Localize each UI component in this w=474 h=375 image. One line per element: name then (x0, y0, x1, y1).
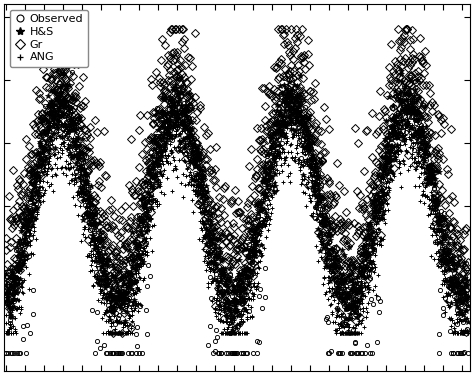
Line: Gr: Gr (3, 27, 471, 336)
Observed (209, 225, 215, 230)
Gr (236, 199, 241, 203)
Line: ANG: ANG (3, 102, 470, 335)
ANG (406, 102, 411, 107)
Gr (3, 236, 9, 240)
Observed (3, 351, 9, 355)
ANG (381, 217, 386, 221)
Gr (110, 331, 116, 335)
Observed (465, 351, 471, 355)
H&S (192, 164, 198, 168)
Observed (442, 296, 448, 300)
H&S (382, 169, 387, 174)
H&S (64, 65, 70, 70)
Gr (443, 203, 448, 207)
Observed (192, 171, 198, 176)
Gr (44, 27, 49, 32)
ANG (191, 189, 197, 193)
Line: H&S: H&S (3, 64, 471, 336)
H&S (236, 284, 241, 288)
ANG (3, 331, 9, 335)
Gr (210, 208, 215, 212)
ANG (465, 331, 471, 335)
Observed (252, 230, 257, 235)
H&S (252, 240, 258, 244)
H&S (210, 261, 215, 265)
Gr (382, 106, 387, 111)
Gr (465, 260, 471, 264)
Legend: Observed, H&S, Gr, ANG: Observed, H&S, Gr, ANG (10, 10, 88, 67)
ANG (209, 249, 215, 254)
Observed (381, 198, 387, 202)
Gr (252, 201, 258, 206)
Line: Observed: Observed (4, 68, 470, 355)
H&S (443, 269, 448, 273)
ANG (235, 331, 240, 335)
ANG (442, 278, 448, 283)
ANG (252, 281, 257, 285)
H&S (465, 320, 471, 324)
H&S (3, 291, 9, 295)
H&S (116, 331, 122, 335)
Observed (235, 323, 241, 328)
Gr (192, 31, 198, 35)
Observed (60, 68, 65, 72)
